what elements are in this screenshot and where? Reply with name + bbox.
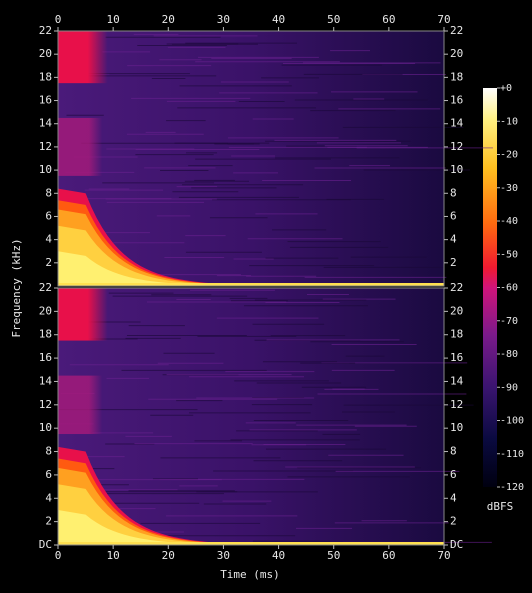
y-tick-label: 4 [450, 491, 457, 504]
colorbar-tick-label: -20 [500, 150, 518, 161]
colorbar-tick-label: -60 [500, 283, 518, 294]
y-tick-label: DC [450, 538, 463, 551]
x-tick-label: 0 [55, 549, 62, 562]
colorbar-tick-label: -40 [500, 216, 518, 227]
colorbar-tick-label: -120 [500, 482, 524, 493]
y-tick-label: 6 [450, 468, 457, 481]
y-tick-label: 2 [45, 256, 52, 269]
y-tick-label: 16 [39, 351, 52, 364]
decay-sweep [58, 251, 279, 286]
y-tick-label: 20 [450, 304, 463, 317]
y-tick-label: 18 [450, 328, 463, 341]
x-tick-label: 50 [327, 549, 340, 562]
x-tick-label: 40 [272, 13, 285, 26]
x-tick-label: 30 [217, 13, 230, 26]
decay-sweep [58, 509, 279, 545]
y-tick-label: 4 [45, 233, 52, 246]
colorbar-tick-label: -30 [500, 183, 518, 194]
y-tick-label: 12 [450, 398, 463, 411]
x-tick-label: 0 [55, 13, 62, 26]
y-tick-label: 10 [450, 163, 463, 176]
y-tick-label: 22 [450, 281, 463, 294]
y-tick-label: 20 [39, 304, 52, 317]
y-tick-label: 22 [39, 281, 52, 294]
y-tick-label: 8 [45, 445, 52, 458]
y-tick-label: 22 [39, 24, 52, 37]
y-tick-label: 12 [450, 140, 463, 153]
upper-band [58, 288, 108, 341]
decay-sweep [58, 484, 279, 545]
x-tick-label: 20 [162, 549, 175, 562]
x-tick-label: 50 [327, 13, 340, 26]
y-tick-label: 18 [450, 70, 463, 83]
y-tick-label: 4 [45, 491, 52, 504]
y-tick-label: 18 [39, 328, 52, 341]
panel-frame [57, 287, 445, 546]
y-tick-label: 8 [45, 186, 52, 199]
y-tick-label: 20 [450, 47, 463, 60]
y-tick-label: 14 [39, 374, 53, 387]
x-tick-label: 20 [162, 13, 175, 26]
x-tick-label: 70 [437, 549, 450, 562]
y-tick-label: 10 [39, 163, 52, 176]
y-tick-label: 10 [450, 421, 463, 434]
y-tick-label: 10 [39, 421, 52, 434]
y-tick-label: 22 [450, 24, 463, 37]
colorbar-tick-label: -90 [500, 382, 518, 393]
upper-band [58, 31, 108, 84]
y-tick-label: 14 [450, 117, 464, 130]
x-tick-label: 40 [272, 549, 285, 562]
colorbar-tick-label: -70 [500, 316, 518, 327]
x-tick-label: 70 [437, 13, 450, 26]
y-tick-label: 16 [39, 94, 52, 107]
colorbar-tick-label: +0 [500, 83, 512, 94]
panel-frame [57, 30, 445, 287]
spectrogram-panel [57, 30, 493, 287]
colorbar [483, 88, 497, 487]
x-tick-label: 60 [382, 549, 395, 562]
y-tick-label: 14 [450, 374, 464, 387]
colorbar-label: dBFS [487, 500, 514, 513]
x-tick-label: 10 [107, 13, 120, 26]
y-tick-label: 6 [45, 209, 52, 222]
y-tick-label: 14 [39, 117, 53, 130]
x-tick-label: 10 [107, 549, 120, 562]
colorbar-tick-label: -100 [500, 416, 524, 427]
y-tick-label: 8 [450, 445, 457, 458]
decay-sweep [58, 225, 279, 286]
x-tick-label: 30 [217, 549, 230, 562]
colorbar-tick-label: -50 [500, 249, 518, 260]
y-tick-label: DC [39, 538, 52, 551]
y-tick-label: 6 [450, 209, 457, 222]
x-axis-label: Time (ms) [220, 568, 280, 581]
y-tick-label: 4 [450, 233, 457, 246]
y-tick-label: 18 [39, 70, 52, 83]
y-tick-label: 2 [450, 256, 457, 269]
colorbar-tick-label: -80 [500, 349, 518, 360]
spectrogram-panel [57, 287, 492, 546]
y-tick-label: 16 [450, 351, 463, 364]
x-tick-label: 60 [382, 13, 395, 26]
y-tick-label: 16 [450, 94, 463, 107]
y-tick-label: 12 [39, 140, 52, 153]
spectrogram-background [58, 288, 444, 545]
colorbar-tick-label: -110 [500, 449, 524, 460]
y-tick-label: 12 [39, 398, 52, 411]
y-tick-label: 2 [450, 515, 457, 528]
y-tick-label: 6 [45, 468, 52, 481]
mid-band [58, 375, 103, 435]
colorbar-tick-label: -10 [500, 116, 518, 127]
y-tick-label: 2 [45, 515, 52, 528]
mid-band [58, 117, 103, 176]
y-tick-label: 20 [39, 47, 52, 60]
y-tick-label: 8 [450, 186, 457, 199]
y-axis-label: Frequency (kHz) [10, 238, 23, 337]
